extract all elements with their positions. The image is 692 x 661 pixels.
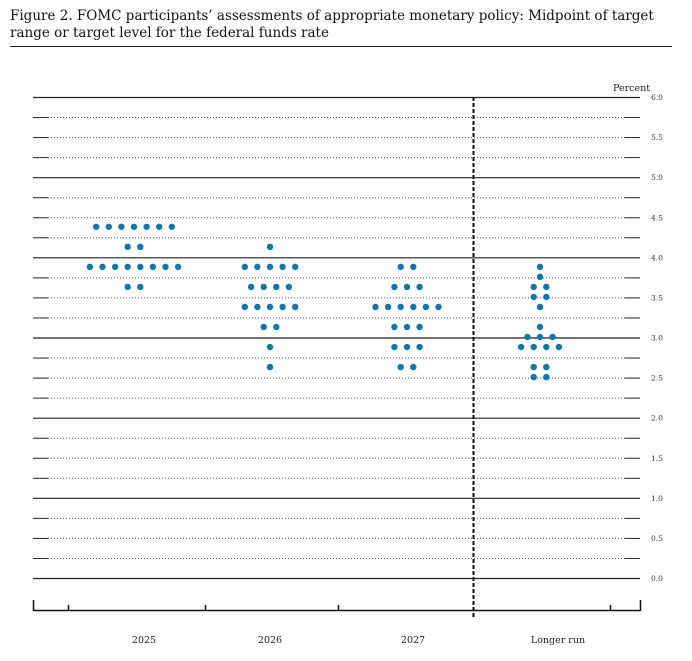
y-axis-label: Percent — [613, 83, 650, 94]
dot — [422, 303, 430, 311]
dot — [530, 283, 537, 291]
dot — [536, 333, 544, 341]
dot — [279, 303, 286, 311]
dot — [524, 333, 531, 341]
dot — [403, 343, 411, 351]
dot — [93, 223, 100, 230]
dot — [403, 323, 411, 331]
dot — [273, 323, 280, 331]
dot — [530, 373, 537, 381]
dot — [391, 343, 398, 351]
dot — [241, 263, 248, 271]
y-tick-label: 1.5 — [651, 454, 663, 463]
x-tick-label: 2027 — [401, 635, 425, 646]
dot — [285, 283, 293, 291]
dot — [111, 263, 119, 271]
dot — [260, 283, 267, 291]
y-tick-label: 2.5 — [651, 374, 663, 383]
dot — [391, 323, 398, 331]
y-tick-label: 5.5 — [651, 133, 663, 142]
dot — [266, 363, 274, 371]
dot — [530, 363, 537, 371]
dot — [266, 303, 274, 311]
dot — [435, 303, 442, 311]
x-tick-label: 2025 — [132, 635, 156, 646]
dot — [410, 363, 417, 371]
dot — [397, 363, 404, 371]
y-tick-label: 4.5 — [651, 213, 663, 222]
dot — [254, 263, 261, 271]
dot — [403, 283, 411, 291]
dot — [137, 263, 144, 271]
y-tick-label: 2.0 — [651, 414, 663, 423]
dot — [254, 303, 261, 311]
dot — [266, 263, 274, 271]
dot — [137, 283, 144, 291]
y-tick-label: 0.5 — [651, 534, 663, 543]
x-tick-label: Longer run — [531, 635, 585, 646]
dot — [156, 223, 163, 230]
dot — [543, 293, 550, 301]
y-tick-label: 0.0 — [651, 574, 663, 583]
dot — [266, 243, 274, 251]
dot — [517, 343, 525, 351]
dot — [118, 223, 125, 230]
dot — [241, 303, 248, 311]
dot — [410, 303, 417, 311]
dot — [260, 323, 267, 331]
dot — [410, 263, 417, 271]
dot — [279, 263, 286, 271]
x-tick-label: 2026 — [258, 635, 282, 646]
dot — [143, 223, 150, 230]
dot — [416, 283, 423, 291]
dot — [99, 263, 106, 271]
dot — [543, 283, 550, 291]
dot — [247, 283, 255, 291]
dot — [162, 263, 169, 271]
dot — [124, 263, 131, 271]
dot — [416, 323, 423, 331]
y-tick-label: 3.0 — [651, 334, 663, 343]
dot — [292, 303, 299, 311]
dot — [130, 223, 138, 230]
dot — [536, 323, 544, 331]
dot — [372, 303, 379, 311]
y-tick-label: 5.0 — [651, 173, 663, 182]
dot — [549, 333, 556, 341]
dot — [384, 303, 392, 311]
dot — [397, 263, 404, 271]
dot — [543, 363, 550, 371]
y-tick-label: 3.5 — [651, 293, 663, 302]
dot — [543, 343, 550, 351]
dot — [391, 283, 398, 291]
dot — [555, 343, 563, 351]
dot — [292, 263, 299, 271]
dot — [536, 303, 544, 311]
dot — [124, 283, 131, 291]
dot — [536, 273, 544, 281]
y-tick-label: 1.0 — [651, 494, 663, 503]
y-tick-label: 4.0 — [651, 253, 663, 262]
dot — [266, 343, 274, 351]
dot — [149, 263, 157, 271]
dot — [105, 223, 113, 230]
dot — [137, 243, 144, 251]
chart-title: Figure 2. FOMC participants’ assessments… — [10, 8, 672, 47]
dot — [530, 343, 537, 351]
dot — [536, 263, 544, 271]
dot — [168, 223, 175, 230]
dot — [543, 373, 550, 381]
dot — [86, 263, 94, 271]
dot — [124, 243, 131, 251]
dot — [273, 283, 280, 291]
dot — [174, 263, 182, 271]
dot — [397, 303, 404, 311]
y-tick-label: 6.0 — [651, 93, 663, 102]
dot — [416, 343, 423, 351]
dot — [530, 293, 537, 301]
